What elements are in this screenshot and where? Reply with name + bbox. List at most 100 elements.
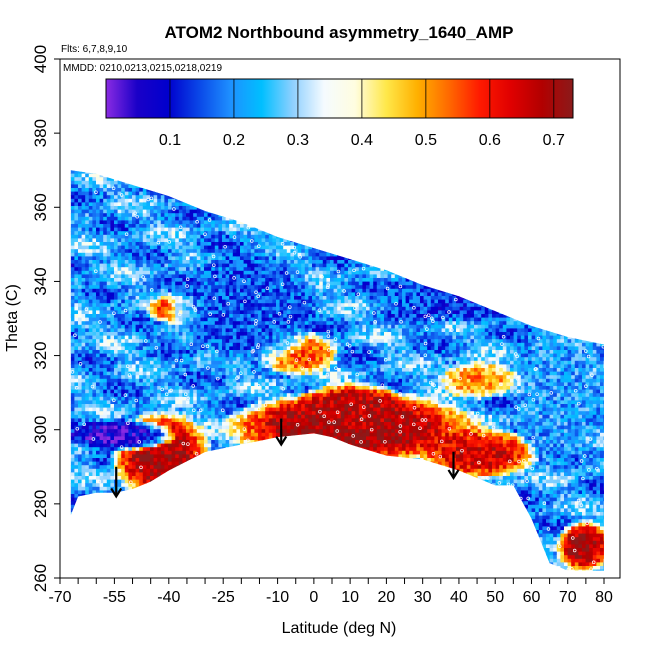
heatmap-cell [150,544,154,549]
heatmap-cell [175,486,180,491]
heatmap-cell [110,429,115,434]
heatmap-cell [178,544,183,549]
heatmap-cell [196,360,201,365]
heatmap-cell [106,454,111,459]
heatmap-cell [153,386,158,390]
heatmap-cell [207,472,212,477]
heatmap-cell [70,234,72,239]
heatmap-cell [60,465,64,469]
heatmap-cell [70,306,72,311]
heatmap-cell [171,350,176,354]
heatmap-cell [175,461,180,466]
heatmap-cell [171,436,176,441]
heatmap-cell [81,407,86,412]
heatmap-cell [178,558,183,563]
heatmap-cell [175,411,180,416]
heatmap-cell [153,216,158,221]
heatmap-cell [81,458,86,462]
heatmap-cell [64,451,68,455]
heatmap-cell [110,468,115,473]
heatmap-cell [103,350,108,354]
heatmap-cell [60,368,64,372]
heatmap-cell [99,216,104,221]
heatmap-cell [64,184,68,188]
heatmap-cell [85,483,90,488]
heatmap-cell [70,386,75,390]
heatmap-cell [114,558,118,563]
heatmap-cell [60,296,64,300]
heatmap-cell [88,306,93,311]
heatmap-cell [70,530,72,534]
heatmap-cell [139,400,144,405]
heatmap-cell [117,396,122,401]
heatmap-cell [171,191,176,196]
heatmap-cell [196,436,201,441]
heatmap-cell [211,371,216,376]
heatmap-cell [70,450,75,455]
heatmap-cell [171,429,176,434]
heatmap-cell [168,332,172,336]
heatmap-cell [135,501,140,506]
heatmap-cell [142,285,147,290]
heatmap-cell [189,533,194,538]
heatmap-cell [207,177,212,182]
heatmap-cell [114,342,118,347]
heatmap-cell [207,368,212,372]
heatmap-cell [70,256,75,261]
heatmap-cell [186,537,190,542]
heatmap-cell [92,238,97,243]
heatmap-cell [178,386,183,390]
heatmap-cell [128,486,133,491]
heatmap-cell [135,551,140,556]
heatmap-cell [142,177,147,182]
heatmap-cell [146,465,151,470]
heatmap-cell [186,216,190,221]
heatmap-cell [211,224,216,228]
heatmap-cell [193,324,198,329]
heatmap-cell [157,566,162,570]
heatmap-cell [74,458,79,462]
heatmap-cell [211,249,216,254]
heatmap-cell [207,335,212,340]
heatmap-cell [70,490,72,495]
heatmap-cell [124,177,129,182]
heatmap-cell [175,396,180,401]
heatmap-cell [150,368,154,372]
heatmap-cell [135,324,140,329]
heatmap-cell [124,411,129,416]
heatmap-cell [193,353,198,358]
heatmap-cell [103,281,108,286]
heatmap-cell [99,234,104,239]
heatmap-cell [214,227,219,232]
heatmap-cell [85,335,90,340]
heatmap-cell [121,512,126,516]
heatmap-cell [142,202,147,207]
heatmap-cell [106,515,111,520]
heatmap-cell [114,350,118,354]
heatmap-cell [64,433,68,437]
heatmap-cell [121,364,126,369]
heatmap-cell [74,447,79,452]
heatmap-cell [175,530,180,534]
heatmap-cell [150,321,154,326]
heatmap-cell [193,173,198,178]
heatmap-cell [150,386,154,390]
heatmap-cell [182,317,187,322]
heatmap-cell [92,562,97,567]
heatmap-cell [110,188,115,192]
heatmap-cell [74,353,79,358]
heatmap-cell [114,378,118,383]
heatmap-cell [117,551,122,556]
heatmap-cell [142,375,147,380]
heatmap-cell [64,177,68,181]
heatmap-cell [196,252,201,257]
heatmap-cell [64,393,68,397]
heatmap-cell [135,432,140,437]
heatmap-cell [128,317,133,322]
heatmap-cell [92,537,97,542]
heatmap-cell [207,281,212,286]
heatmap-cell [74,328,79,333]
heatmap-cell [96,486,100,491]
heatmap-cell [121,188,126,192]
heatmap-cell [171,238,176,243]
